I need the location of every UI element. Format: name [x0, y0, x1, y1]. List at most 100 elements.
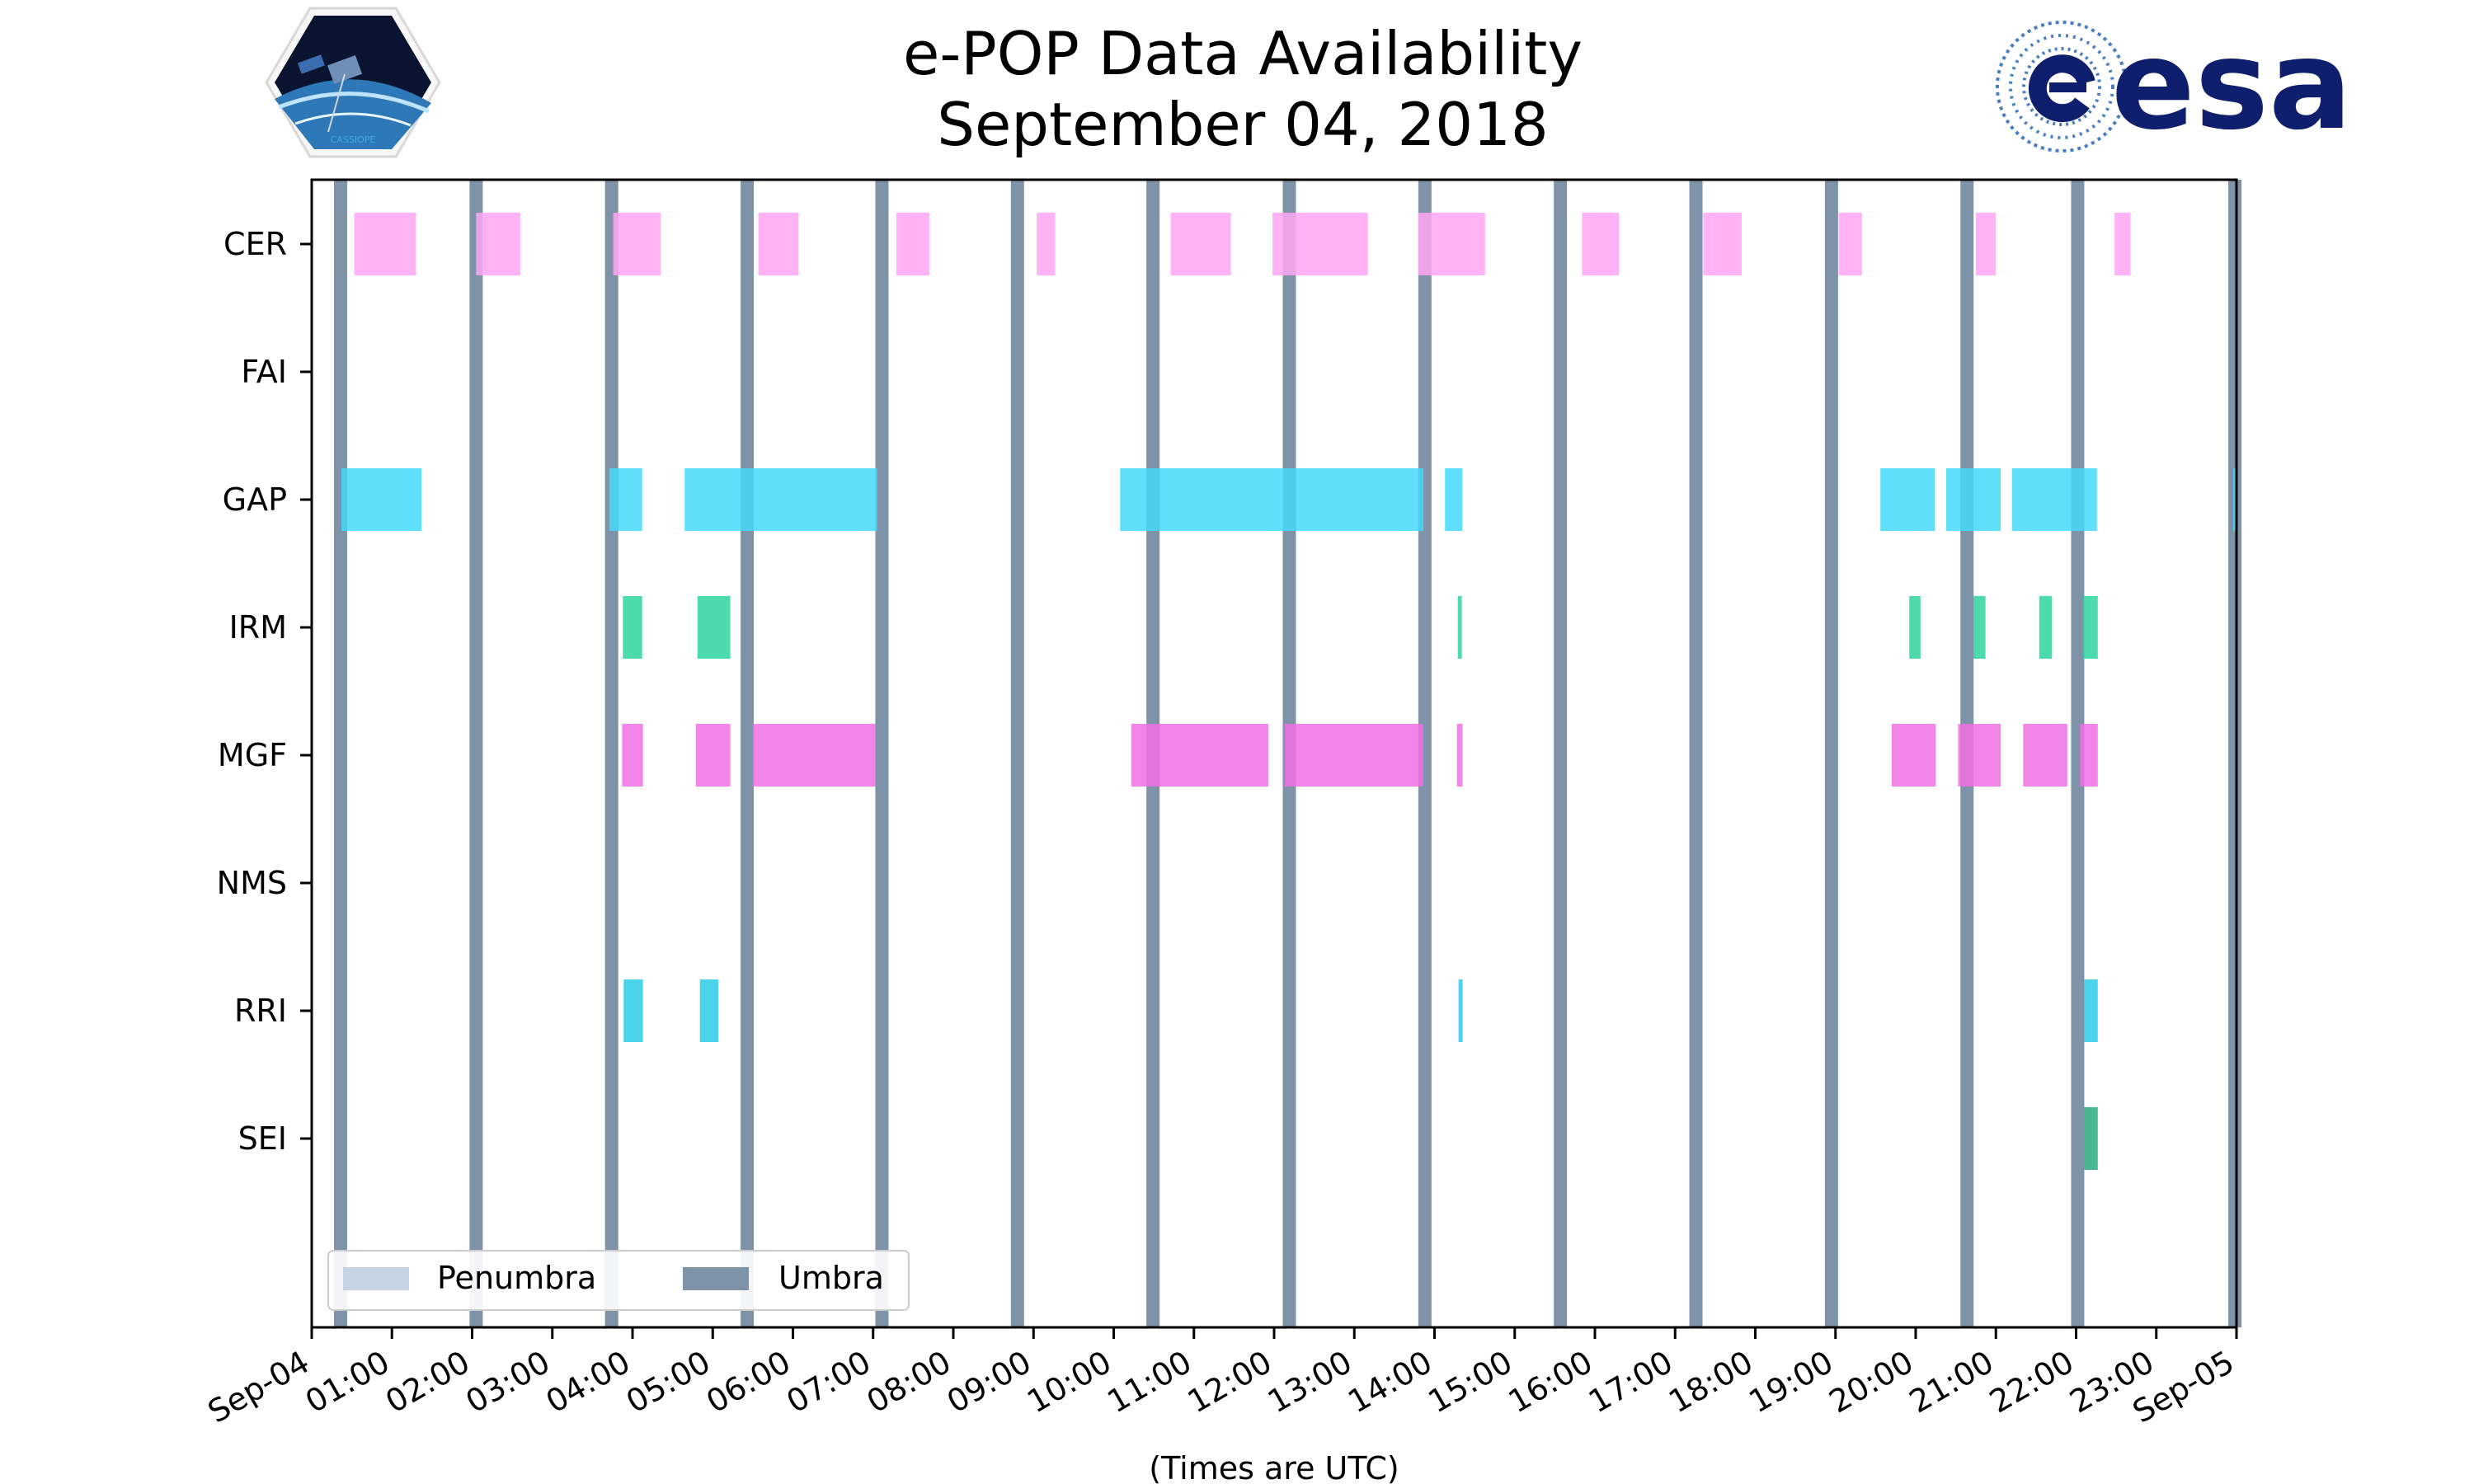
umbra-band-0	[334, 180, 348, 1327]
plot-area: CER FAI GAP IRM MGF NMS RRI SEI Sep-0401:0002:0…	[202, 178, 2242, 1430]
legend-label-penumbra: Penumbra	[437, 1260, 596, 1296]
bar-cer-3	[758, 213, 799, 275]
bar-irm-5	[2039, 596, 2053, 659]
data-bars	[341, 213, 2237, 1170]
x-axis: Sep-0401:0002:0003:0004:0005:0006:0007:0…	[202, 1327, 2241, 1430]
xtick-label-4: 04:00	[540, 1344, 637, 1421]
bar-cer-4	[896, 213, 929, 275]
bar-mgf-1	[695, 724, 731, 787]
xtick-label-13: 13:00	[1262, 1344, 1358, 1421]
legend: Penumbra Umbra	[327, 1250, 910, 1311]
xtick-label-7: 07:00	[780, 1344, 877, 1421]
xtick-label-22: 22:00	[1983, 1344, 2080, 1421]
bar-rri-3	[2084, 979, 2098, 1042]
umbra-band-9	[1554, 180, 1568, 1327]
umbra-band-8	[1418, 180, 1432, 1327]
bar-irm-4	[1973, 596, 1986, 659]
ytick-label-fai: FAI	[241, 354, 287, 390]
umbra-band-14	[2228, 180, 2242, 1327]
bar-irm-2	[1457, 596, 1462, 659]
legend-swatch-umbra	[683, 1267, 749, 1290]
bar-cer-13	[2114, 213, 2131, 275]
ytick-label-gap: GAP	[223, 481, 287, 518]
bar-rri-0	[623, 979, 643, 1042]
y-axis: CER FAI GAP IRM MGF NMS RRI SEI	[217, 226, 312, 1157]
xtick-label-20: 20:00	[1823, 1344, 1920, 1421]
xtick-label-11: 11:00	[1101, 1344, 1197, 1421]
legend-label-umbra: Umbra	[778, 1260, 884, 1296]
bar-gap-3	[1120, 468, 1423, 531]
xtick-label-21: 21:00	[1903, 1344, 2000, 1421]
xtick-label-5: 05:00	[620, 1344, 717, 1421]
xtick-label-1: 01:00	[299, 1344, 396, 1421]
bar-cer-12	[1975, 213, 1997, 275]
bar-gap-2	[684, 468, 877, 531]
umbra-band-1	[469, 180, 483, 1327]
bar-mgf-3	[1131, 724, 1269, 787]
bar-gap-1	[609, 468, 642, 531]
chart-subtitle: September 04, 2018	[937, 90, 1548, 159]
ytick-label-cer: CER	[223, 226, 287, 262]
xtick-label-10: 10:00	[1021, 1344, 1117, 1421]
bar-mgf-7	[1958, 724, 2001, 787]
bar-cer-6	[1170, 213, 1231, 275]
xtick-label-2: 02:00	[379, 1344, 476, 1421]
bar-cer-10	[1703, 213, 1742, 275]
bar-irm-3	[1909, 596, 1921, 659]
bar-irm-1	[697, 596, 731, 659]
umbra-band-4	[875, 180, 889, 1327]
bar-cer-2	[613, 213, 661, 275]
bar-gap-5	[1880, 468, 1935, 531]
bar-gap-8	[2233, 468, 2237, 531]
chart-title: e-POP Data Availability	[903, 19, 1583, 88]
xtick-label-12: 12:00	[1182, 1344, 1278, 1421]
ytick-label-nms: NMS	[217, 865, 287, 901]
xtick-label-16: 16:00	[1503, 1344, 1599, 1421]
esa-logo-text: esa	[2111, 14, 2352, 157]
bar-gap-6	[1945, 468, 2001, 531]
cassiope-logo-text: CASSIOPE	[331, 134, 376, 145]
bar-rri-1	[699, 979, 719, 1042]
bar-mgf-0	[622, 724, 643, 787]
bar-cer-1	[476, 213, 520, 275]
xtick-label-17: 17:00	[1583, 1344, 1679, 1421]
cassiope-logo: CASSIOPE	[265, 7, 441, 158]
bar-mgf-2	[752, 724, 876, 787]
bar-mgf-8	[2023, 724, 2067, 787]
bar-mgf-5	[1456, 724, 1463, 787]
plot-frame	[310, 178, 2238, 1329]
bar-gap-0	[341, 468, 422, 531]
legend-swatch-penumbra	[343, 1267, 409, 1290]
bar-cer-7	[1272, 213, 1368, 275]
bar-mgf-4	[1284, 724, 1423, 787]
ytick-label-rri: RRI	[234, 993, 287, 1029]
bar-cer-9	[1582, 213, 1620, 275]
bar-cer-8	[1418, 213, 1485, 275]
bar-cer-5	[1037, 213, 1056, 275]
bar-mgf-9	[2080, 724, 2098, 787]
ytick-label-irm: IRM	[229, 609, 287, 646]
umbra-band-5	[1010, 180, 1024, 1327]
xtick-label-19: 19:00	[1743, 1344, 1839, 1421]
bar-cer-0	[354, 213, 416, 275]
bar-gap-7	[2011, 468, 2097, 531]
x-axis-label: (Times are UTC)	[1149, 1450, 1399, 1484]
ytick-label-mgf: MGF	[218, 737, 287, 773]
umbra-band-3	[741, 180, 755, 1327]
umbra-band-10	[1689, 180, 1703, 1327]
bar-irm-6	[2083, 596, 2098, 659]
esa-logo: esa	[1996, 14, 2352, 157]
xtick-label-8: 08:00	[861, 1344, 957, 1421]
xtick-label-3: 03:00	[459, 1344, 556, 1421]
bar-mgf-6	[1891, 724, 1936, 787]
xtick-label-0: Sep-04	[202, 1344, 316, 1430]
umbra-band-13	[2071, 180, 2085, 1327]
xtick-label-6: 06:00	[700, 1344, 797, 1421]
bar-cer-11	[1838, 213, 1862, 275]
bar-rri-2	[1458, 979, 1463, 1042]
xtick-label-14: 14:00	[1342, 1344, 1438, 1421]
bar-gap-4	[1445, 468, 1463, 531]
bar-irm-0	[623, 596, 642, 659]
bar-sei-0	[2084, 1107, 2098, 1170]
